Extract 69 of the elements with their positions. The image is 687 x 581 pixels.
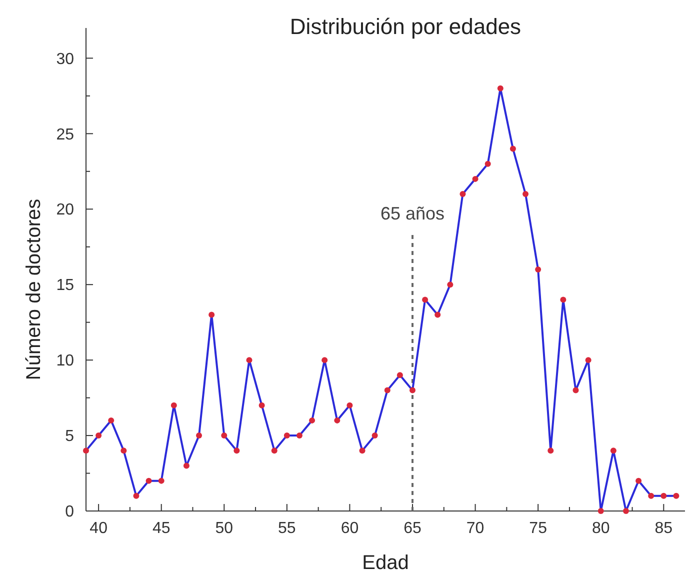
point [422, 296, 428, 303]
point [158, 478, 164, 484]
point [510, 146, 516, 152]
point [108, 417, 114, 424]
x-tick-label: 45 [152, 520, 170, 537]
point [83, 448, 89, 454]
point [585, 357, 592, 364]
point [560, 296, 566, 303]
point [346, 402, 353, 408]
y-axis-title: Número de doctores [23, 198, 45, 380]
x-tick-label: 85 [654, 520, 673, 537]
point [271, 448, 278, 454]
x-axis-title: Edad [362, 552, 409, 574]
point [648, 492, 654, 499]
x-tick-label: 60 [340, 520, 359, 537]
point [120, 448, 127, 454]
x-tick-label: 80 [592, 520, 610, 537]
point [622, 508, 629, 514]
point [484, 160, 491, 167]
point [208, 312, 215, 318]
point [309, 417, 316, 424]
x-tick-label: 75 [529, 520, 548, 537]
x-tick-label: 40 [90, 520, 108, 537]
point [434, 312, 441, 318]
point [548, 448, 554, 454]
point [447, 282, 454, 288]
point [258, 402, 265, 408]
point [146, 478, 152, 484]
point [372, 432, 378, 439]
y-tick-label: 20 [56, 202, 74, 219]
y-tick-label: 5 [65, 428, 74, 446]
point [296, 432, 302, 439]
ref-line-label: 65 años [380, 204, 445, 224]
y-tick-label: 30 [56, 50, 74, 68]
point [170, 402, 177, 408]
y-tick-label: 0 [65, 504, 74, 521]
point [246, 357, 252, 364]
x-tick-label: 70 [466, 520, 484, 537]
y-tick-label: 10 [56, 352, 74, 370]
point [396, 372, 403, 378]
x-tick-label: 65 [404, 520, 422, 537]
point [183, 462, 190, 469]
point [410, 387, 416, 394]
x-tick-label: 50 [215, 520, 234, 537]
point [133, 492, 140, 499]
point [660, 492, 667, 499]
point [572, 387, 579, 394]
chart-title: Distribución por edades [290, 14, 522, 39]
point [497, 85, 504, 92]
point [359, 448, 366, 454]
point [384, 387, 390, 394]
y-tick-label: 25 [56, 126, 74, 144]
point [221, 432, 228, 439]
point [610, 448, 616, 454]
point [535, 266, 542, 272]
point [196, 432, 202, 439]
y-tick-label: 15 [56, 277, 74, 294]
point [334, 417, 340, 424]
point [636, 478, 642, 484]
point [598, 508, 604, 514]
point [673, 492, 680, 499]
point [284, 432, 290, 439]
point [472, 176, 478, 182]
point [322, 357, 328, 364]
point [96, 432, 102, 439]
point [522, 191, 529, 198]
point [234, 448, 240, 454]
x-tick-label: 55 [278, 520, 296, 537]
point [460, 191, 466, 198]
